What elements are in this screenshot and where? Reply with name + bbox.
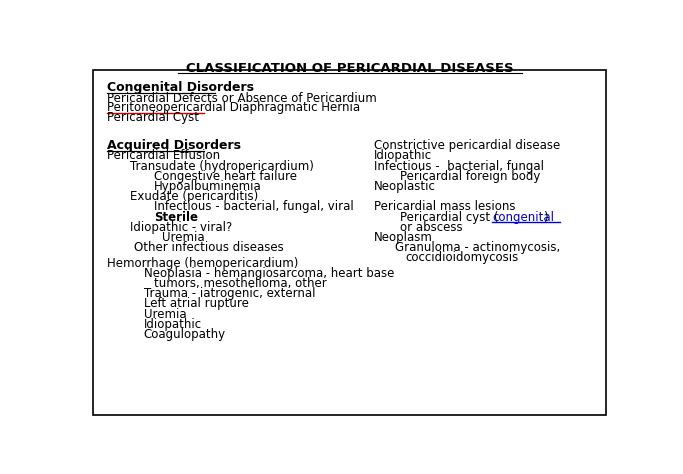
Text: Pericardial Effusion: Pericardial Effusion — [107, 149, 220, 162]
Text: Pericardial Cyst: Pericardial Cyst — [107, 111, 199, 124]
Text: Neoplasia - hemangiosarcoma, heart base: Neoplasia - hemangiosarcoma, heart base — [143, 267, 394, 280]
Text: congenital: congenital — [492, 210, 554, 224]
Text: Idiopathic - viral?: Idiopathic - viral? — [130, 221, 233, 234]
Text: Uremia: Uremia — [162, 231, 205, 244]
Text: Peritoneopericardial Diaphragmatic Hernia: Peritoneopericardial Diaphragmatic Herni… — [107, 101, 360, 115]
Text: Uremia: Uremia — [143, 308, 186, 321]
Text: Acquired Disorders: Acquired Disorders — [107, 139, 240, 152]
Text: ): ) — [543, 210, 548, 224]
Text: CLASSIFICATION OF PERICARDIAL DISEASES: CLASSIFICATION OF PERICARDIAL DISEASES — [186, 62, 514, 75]
Text: Neoplastic: Neoplastic — [374, 180, 436, 193]
Text: Congestive heart failure: Congestive heart failure — [154, 170, 297, 183]
Text: Pericardial Defects or Absence of Pericardium: Pericardial Defects or Absence of Perica… — [107, 91, 376, 105]
Text: coccidioidomycosis: coccidioidomycosis — [406, 252, 519, 264]
Text: Idiopathic: Idiopathic — [374, 149, 432, 162]
Text: Pericardial mass lesions: Pericardial mass lesions — [374, 201, 516, 213]
Text: Sterile: Sterile — [154, 210, 198, 224]
Text: Hypoalbuminemia: Hypoalbuminemia — [154, 180, 262, 193]
Text: Congenital Disorders: Congenital Disorders — [107, 82, 253, 94]
Text: tumors, mesothelioma, other: tumors, mesothelioma, other — [154, 277, 327, 290]
Text: Hemorrhage (hemopericardium): Hemorrhage (hemopericardium) — [107, 256, 298, 270]
Text: Pericardial foreign body: Pericardial foreign body — [400, 170, 541, 183]
Text: Trauma - iatrogenic, external: Trauma - iatrogenic, external — [143, 287, 315, 300]
Text: Neoplasm: Neoplasm — [374, 231, 433, 244]
Text: Infectious - bacterial, fungal, viral: Infectious - bacterial, fungal, viral — [154, 201, 354, 213]
Text: Exudate (pericarditis): Exudate (pericarditis) — [130, 190, 259, 203]
Text: or abscess: or abscess — [400, 221, 463, 234]
Text: Infectious -  bacterial, fungal: Infectious - bacterial, fungal — [374, 160, 544, 173]
Text: Left atrial rupture: Left atrial rupture — [143, 298, 249, 310]
Text: Constrictive pericardial disease: Constrictive pericardial disease — [374, 139, 560, 152]
FancyBboxPatch shape — [94, 70, 606, 415]
Text: Idiopathic: Idiopathic — [143, 318, 201, 331]
Text: Granuloma - actinomycosis,: Granuloma - actinomycosis, — [395, 241, 560, 254]
Text: Pericardial cyst (: Pericardial cyst ( — [400, 210, 499, 224]
Text: Coagulopathy: Coagulopathy — [143, 328, 225, 341]
Text: Other infectious diseases: Other infectious diseases — [134, 241, 284, 254]
Text: Transudate (hydropericardium): Transudate (hydropericardium) — [130, 160, 314, 173]
